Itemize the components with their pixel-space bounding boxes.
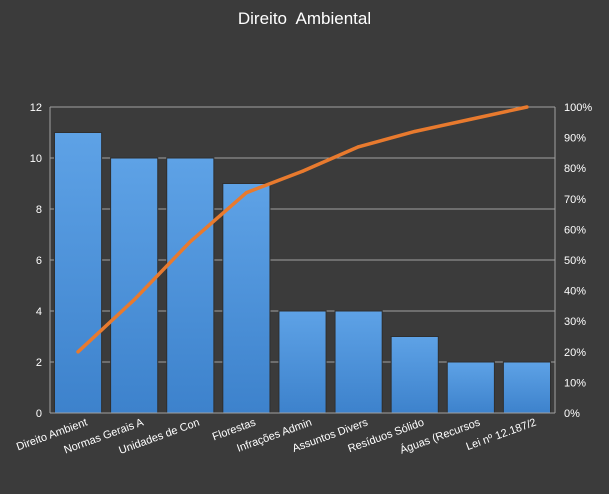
axes xyxy=(49,107,556,414)
cumulative-point xyxy=(300,169,305,173)
y2-tick-label: 70% xyxy=(564,194,586,206)
y2-tick-label: 10% xyxy=(564,377,586,389)
bars xyxy=(53,132,552,414)
bar xyxy=(446,361,495,414)
y-tick-label: 0 xyxy=(36,408,42,420)
y2-tick-label: 90% xyxy=(564,133,586,145)
y2-axis-tick-labels: 0% 10% 20% 30% 40% 50% 60% 70% 80% 90% 100% xyxy=(564,102,592,420)
y2-tick-label: 80% xyxy=(564,163,586,175)
y-tick-label: 8 xyxy=(36,204,42,216)
cumulative-point xyxy=(357,145,361,149)
cumulative-point xyxy=(244,191,248,195)
chart-title: Direito Ambiental xyxy=(238,9,371,28)
bar xyxy=(334,310,383,414)
y-tick-label: 4 xyxy=(36,306,42,318)
bar xyxy=(502,361,552,414)
y2-tick-label: 40% xyxy=(564,286,586,298)
cumulative-point xyxy=(413,129,417,134)
y-tick-label: 10 xyxy=(30,153,42,165)
y2-tick-label: 60% xyxy=(564,224,586,236)
y2-tick-label: 30% xyxy=(564,316,586,328)
cumulative-point xyxy=(76,350,80,354)
bar xyxy=(390,336,439,414)
cumulative-point xyxy=(188,240,192,244)
bar xyxy=(53,132,103,414)
bar xyxy=(278,310,327,414)
y2-tick-label: 100% xyxy=(564,102,592,114)
y-tick-label: 12 xyxy=(30,102,42,114)
y2-tick-label: 20% xyxy=(564,347,586,359)
y-tick-label: 6 xyxy=(36,255,42,267)
bar xyxy=(222,183,271,414)
y-axis-tick-labels: 0 2 4 6 8 10 12 xyxy=(30,102,42,420)
y-tick-label: 2 xyxy=(36,357,42,369)
cumulative-point xyxy=(469,117,473,121)
cumulative-line xyxy=(76,105,529,354)
cumulative-point xyxy=(525,105,529,109)
y2-tick-label: 50% xyxy=(564,255,586,267)
y2-tick-label: 0% xyxy=(564,408,580,420)
cumulative-point xyxy=(132,298,136,302)
bar xyxy=(110,157,159,414)
bar xyxy=(166,157,215,414)
